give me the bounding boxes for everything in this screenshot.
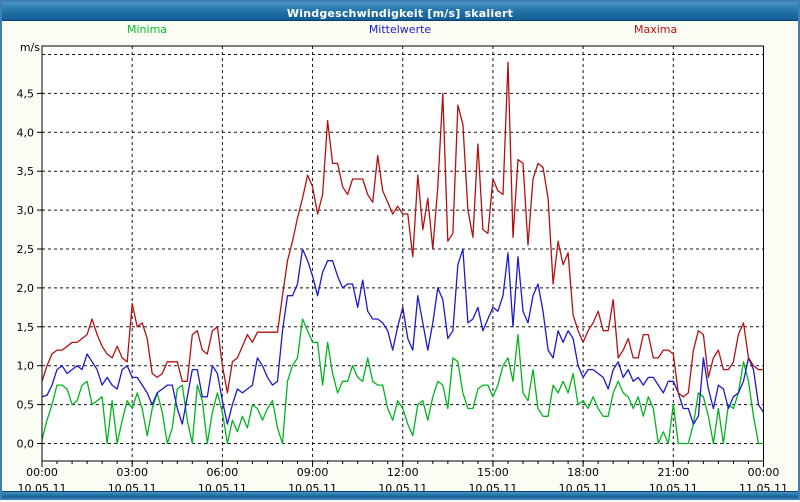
y-tick-label: 3,0 (17, 204, 35, 217)
y-axis-unit-label: m/s (20, 41, 40, 54)
legend-item-minima: Minima (127, 23, 168, 36)
x-tick-time-label: 18:00 (567, 466, 599, 479)
page-title: Windgeschwindigkeit [m/s] skaliert (286, 7, 514, 20)
x-tick-time-label: 00:00 (26, 466, 58, 479)
plot-background (42, 46, 764, 461)
x-tick-time-label: 06:00 (207, 466, 239, 479)
bottom-frame-bar (2, 491, 798, 498)
y-tick-label: 3,5 (17, 165, 35, 178)
x-tick-time-label: 03:00 (116, 466, 148, 479)
title-bar: Windgeschwindigkeit [m/s] skaliert (2, 2, 798, 21)
legend: Minima Mittelwerte Maxima (2, 23, 798, 39)
series-line-mittelwerte (41, 248, 765, 425)
y-axis-ticks: 0,0 0,5 1,0 1,5 2,0 2,5 3,0 3,5 4,0 4,5 (17, 87, 42, 451)
series-line-minima (41, 318, 764, 445)
y-tick-label: 0,0 (17, 438, 35, 451)
legend-item-mittelwerte: Mittelwerte (368, 23, 432, 36)
y-tick-label: 1,0 (17, 360, 35, 373)
y-tick-label: 0,5 (17, 399, 35, 412)
x-tick-time-label: 09:00 (297, 466, 329, 479)
x-tick-time-label: 21:00 (657, 466, 689, 479)
y-tick-label: 2,0 (17, 282, 35, 295)
x-tick-time-label: 00:00 (748, 466, 780, 479)
series-line-maxima (41, 61, 764, 398)
y-tick-label: 2,5 (17, 243, 35, 256)
y-tick-label: 4,5 (17, 87, 35, 100)
legend-item-maxima: Maxima (634, 23, 678, 36)
x-tick-time-label: 15:00 (477, 466, 509, 479)
y-tick-label: 4,0 (17, 126, 35, 139)
plot-frame (41, 45, 764, 462)
y-tick-label: 1,5 (17, 321, 35, 334)
x-tick-time-label: 12:00 (387, 466, 419, 479)
